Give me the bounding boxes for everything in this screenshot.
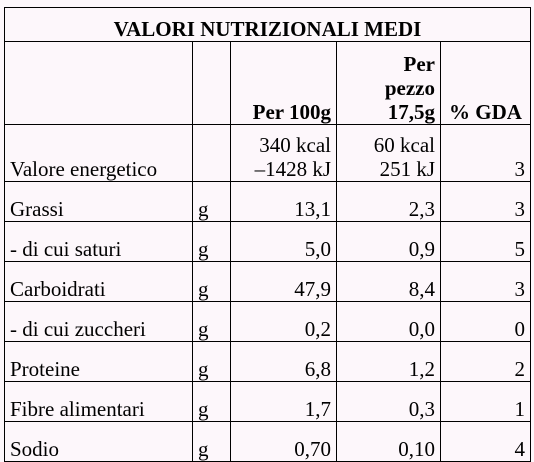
nutrient-gda: 2 xyxy=(440,341,531,382)
header-empty-unit xyxy=(192,41,231,125)
energy-per-100g-kcal: 340 kcal xyxy=(259,133,331,157)
energy-per-piece: 60 kcal 251 kJ xyxy=(336,124,441,182)
nutrient-gda: 4 xyxy=(440,421,531,462)
table-row: Grassi g 13,1 2,3 3 xyxy=(4,181,531,222)
nutrient-label: Fibre alimentari xyxy=(4,381,193,422)
nutrient-label: - di cui zuccheri xyxy=(4,301,193,342)
header-gda: % GDA xyxy=(440,41,531,125)
nutrient-per-100g: 1,7 xyxy=(230,381,337,422)
header-per-piece-line2: pezzo xyxy=(384,76,435,100)
table-row: - di cui saturi g 5,0 0,9 5 xyxy=(4,221,531,262)
table-row: Proteine g 6,8 1,2 2 xyxy=(4,341,531,382)
energy-per-piece-kcal: 60 kcal xyxy=(373,133,435,157)
title-row: VALORI NUTRIZIONALI MEDI xyxy=(4,7,531,42)
nutrient-label: Carboidrati xyxy=(4,261,193,302)
nutrient-gda: 5 xyxy=(440,221,531,262)
nutrient-per-100g: 13,1 xyxy=(230,181,337,222)
nutrient-per-100g: 6,8 xyxy=(230,341,337,382)
nutrient-gda: 3 xyxy=(440,181,531,222)
nutrient-gda: 1 xyxy=(440,381,531,422)
nutrient-per-100g: 0,2 xyxy=(230,301,337,342)
nutrient-gda: 0 xyxy=(440,301,531,342)
nutrient-unit: g xyxy=(192,341,231,382)
header-per-piece-line3: 17,5g xyxy=(387,100,435,124)
nutrient-gda: 3 xyxy=(440,261,531,302)
header-per-piece-line1: Per xyxy=(403,52,435,76)
nutrient-per-piece: 1,2 xyxy=(336,341,441,382)
nutrient-unit: g xyxy=(192,261,231,302)
table-row: - di cui zuccheri g 0,2 0,0 0 xyxy=(4,301,531,342)
nutrient-rows: Grassi g 13,1 2,3 3- di cui saturi g 5,0 0,9 5 Ca… xyxy=(4,181,531,462)
nutrient-per-100g: 47,9 xyxy=(230,261,337,302)
nutrient-per-piece: 8,4 xyxy=(336,261,441,302)
energy-row: Valore energetico 340 kcal –1428 kJ 60 k… xyxy=(4,124,531,182)
header-per-piece: Per pezzo 17,5g xyxy=(336,41,441,125)
header-row: Per 100g Per pezzo 17,5g % GDA xyxy=(4,41,531,125)
nutrient-per-piece: 0,9 xyxy=(336,221,441,262)
energy-label: Valore energetico xyxy=(4,124,193,182)
energy-per-100g-kj: –1428 kJ xyxy=(254,157,331,181)
nutrient-unit: g xyxy=(192,301,231,342)
nutrient-per-piece: 2,3 xyxy=(336,181,441,222)
table-row: Carboidrati g 47,9 8,4 3 xyxy=(4,261,531,302)
header-per-100g: Per 100g xyxy=(230,41,337,125)
nutrient-unit: g xyxy=(192,381,231,422)
nutrient-label: - di cui saturi xyxy=(4,221,193,262)
nutrient-unit: g xyxy=(192,221,231,262)
nutrient-unit: g xyxy=(192,181,231,222)
nutrient-per-100g: 5,0 xyxy=(230,221,337,262)
energy-gda: 3 xyxy=(440,124,531,182)
nutrient-label: Proteine xyxy=(4,341,193,382)
nutrient-per-piece: 0,3 xyxy=(336,381,441,422)
table-title: VALORI NUTRIZIONALI MEDI xyxy=(4,7,531,42)
nutrient-per-piece: 0,0 xyxy=(336,301,441,342)
energy-per-100g: 340 kcal –1428 kJ xyxy=(230,124,337,182)
energy-per-piece-kj: 251 kJ xyxy=(379,157,435,181)
header-empty-label xyxy=(4,41,193,125)
nutrition-table: VALORI NUTRIZIONALI MEDI Per 100g Per pe… xyxy=(4,7,531,462)
energy-unit xyxy=(192,124,231,182)
nutrient-label: Grassi xyxy=(4,181,193,222)
table-row: Fibre alimentari g 1,7 0,3 1 xyxy=(4,381,531,422)
nutrient-unit: g xyxy=(192,421,231,462)
